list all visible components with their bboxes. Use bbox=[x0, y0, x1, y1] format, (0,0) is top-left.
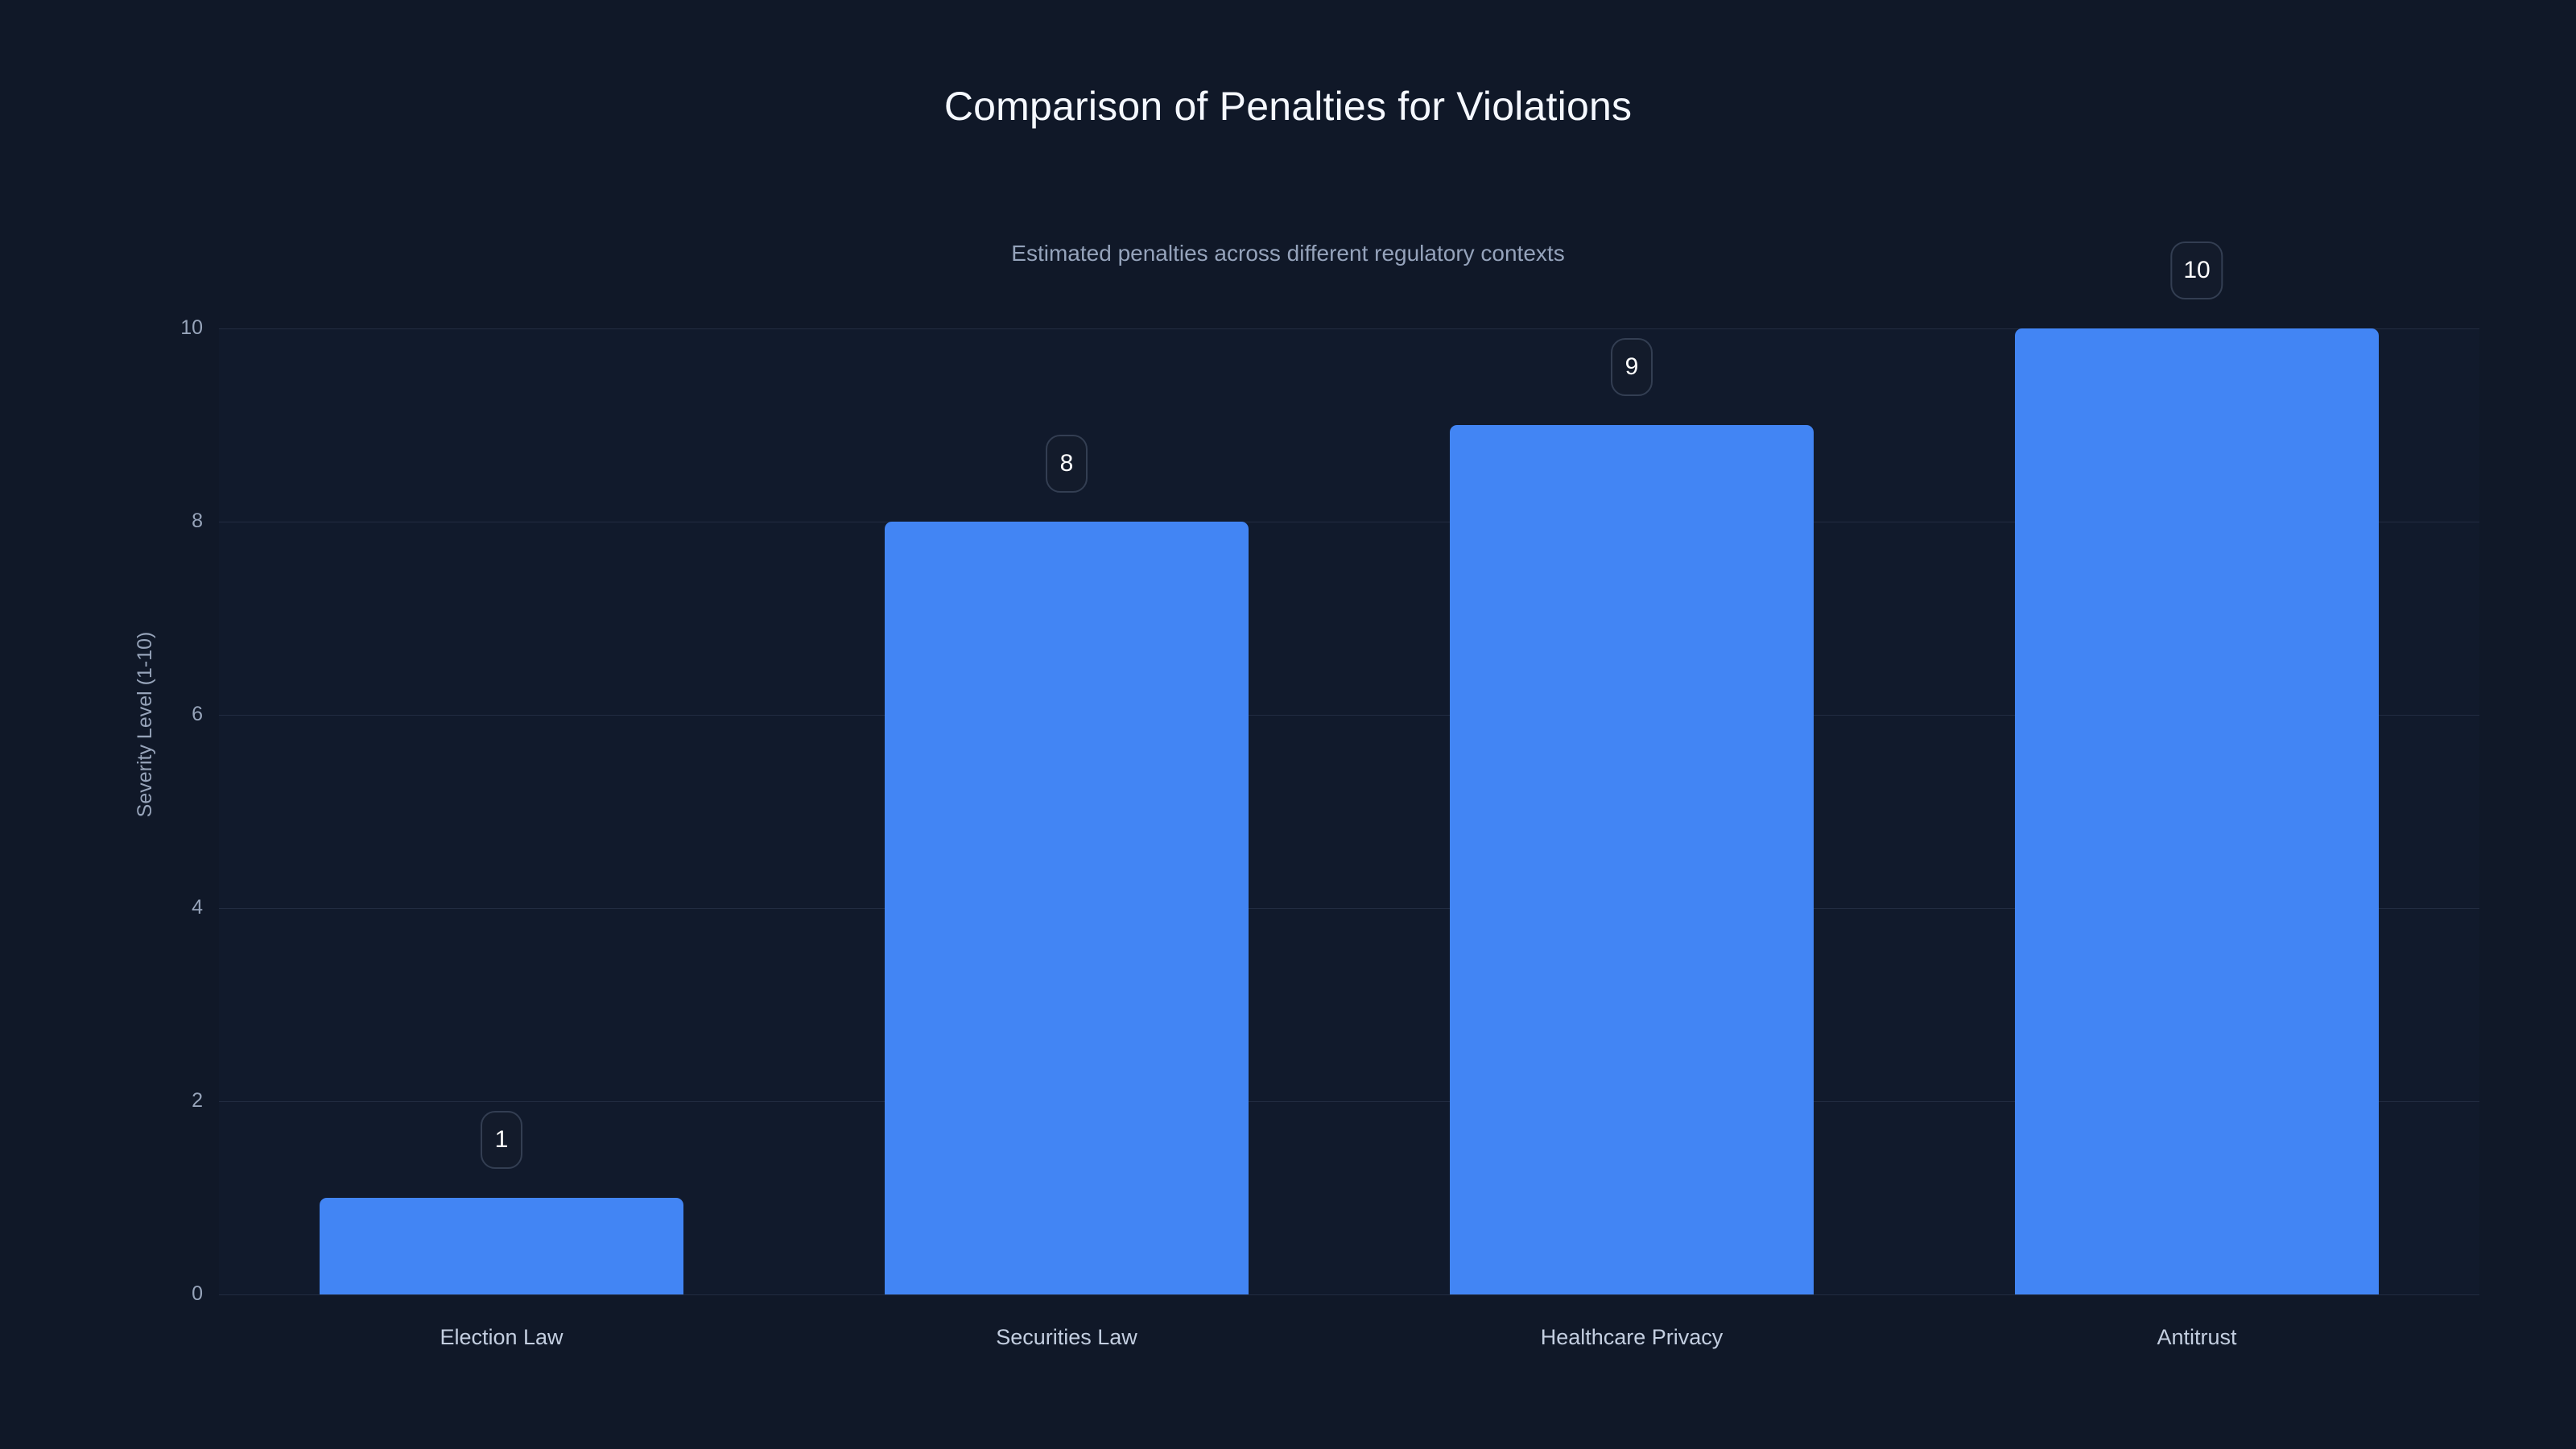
chart-subtitle: Estimated penalties across different reg… bbox=[1011, 241, 1565, 266]
chart-title: Comparison of Penalties for Violations bbox=[943, 84, 1633, 129]
x-axis-category-label: Healthcare Privacy bbox=[1540, 1325, 1724, 1349]
y-axis-tick-label: 4 bbox=[192, 896, 203, 919]
gridline bbox=[219, 328, 2479, 329]
bar[interactable] bbox=[2014, 328, 2380, 1294]
bar-value-badge: 9 bbox=[1611, 338, 1653, 396]
bar-value-badge: 1 bbox=[481, 1111, 522, 1169]
gridline bbox=[219, 1294, 2479, 1295]
y-axis-tick-label: 8 bbox=[192, 510, 203, 532]
x-axis-category-label: Antitrust bbox=[2157, 1325, 2237, 1349]
gridline bbox=[219, 1101, 2479, 1102]
y-axis-tick-label: 6 bbox=[192, 703, 203, 725]
bar[interactable] bbox=[319, 1198, 684, 1294]
gridline bbox=[219, 715, 2479, 716]
x-axis-category-label: Securities Law bbox=[996, 1325, 1137, 1349]
y-axis-tick-label: 0 bbox=[192, 1282, 203, 1305]
bar-value-badge: 8 bbox=[1046, 435, 1088, 493]
y-axis-tick-label: 2 bbox=[192, 1089, 203, 1112]
bar[interactable] bbox=[1449, 425, 1814, 1294]
x-axis-category-label: Election Law bbox=[440, 1325, 564, 1349]
plot-area bbox=[219, 328, 2479, 1295]
y-axis-tick-label: 10 bbox=[180, 316, 203, 339]
bar-value-badge: 10 bbox=[2170, 242, 2223, 299]
y-axis-title: Severity Level (1-10) bbox=[134, 631, 156, 818]
gridline bbox=[219, 908, 2479, 909]
bar[interactable] bbox=[884, 522, 1249, 1294]
